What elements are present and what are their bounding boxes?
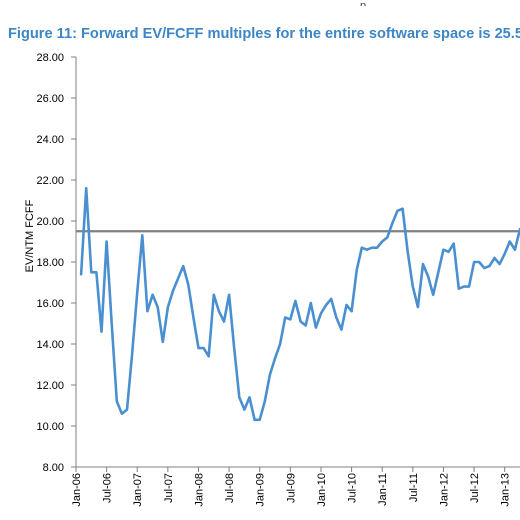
- x-tick-label: Jan-10: [316, 473, 328, 507]
- x-tick-labels: Jan-06 Jul-06 Jan-07 Jul-07 Jan-08 Jul-08 Jan-…: [71, 473, 512, 507]
- series-group: [79, 186, 520, 422]
- cropped-text-fragment: p: [360, 0, 367, 6]
- chart-title: Figure 11: Forward EV/FCFF multiples for…: [8, 26, 520, 42]
- y-tick-label: 12.00: [36, 380, 64, 392]
- x-tick-label: Jan-06: [71, 473, 83, 507]
- y-tick-label: 14.00: [36, 339, 64, 351]
- x-tick-label: Jul-08: [224, 473, 236, 503]
- y-tick-label: 22.00: [36, 175, 64, 187]
- x-tick-label: Jul-07: [163, 473, 175, 503]
- x-tick-label: Jul-11: [408, 473, 420, 502]
- y-tick-label: 20.00: [36, 216, 64, 228]
- y-tick-label: 18.00: [36, 257, 64, 269]
- x-tick-label: Jan-11: [377, 473, 389, 506]
- y-tick-label: 28.00: [36, 52, 64, 64]
- x-tick-label: Jul-06: [102, 473, 114, 503]
- y-tick-label: 10.00: [36, 421, 64, 433]
- x-tick-label: Jan-08: [193, 473, 205, 507]
- x-tick-label: Jan-09: [255, 473, 267, 507]
- y-tick-label: 26.00: [36, 93, 64, 105]
- y-axis-label: EV/NTM FCFF: [24, 199, 36, 272]
- axes: [71, 56, 520, 472]
- series-line: [79, 186, 520, 422]
- x-tick-label: Jan-13: [500, 473, 512, 507]
- y-tick-label: 16.00: [36, 298, 64, 310]
- x-tick-label: Jul-10: [347, 473, 359, 503]
- x-tick-label: Jan-12: [438, 473, 450, 507]
- y-tick-label: 8.00: [43, 462, 64, 474]
- x-tick-label: Jul-12: [469, 473, 481, 503]
- x-tick-label: Jan-07: [132, 473, 144, 507]
- y-tick-label: 24.00: [36, 134, 64, 146]
- x-tick-label: Jul-09: [285, 473, 297, 503]
- y-tick-labels: 8.00 10.00 12.00 14.00 16.00 18.00 20.00 22.00 2…: [36, 52, 64, 474]
